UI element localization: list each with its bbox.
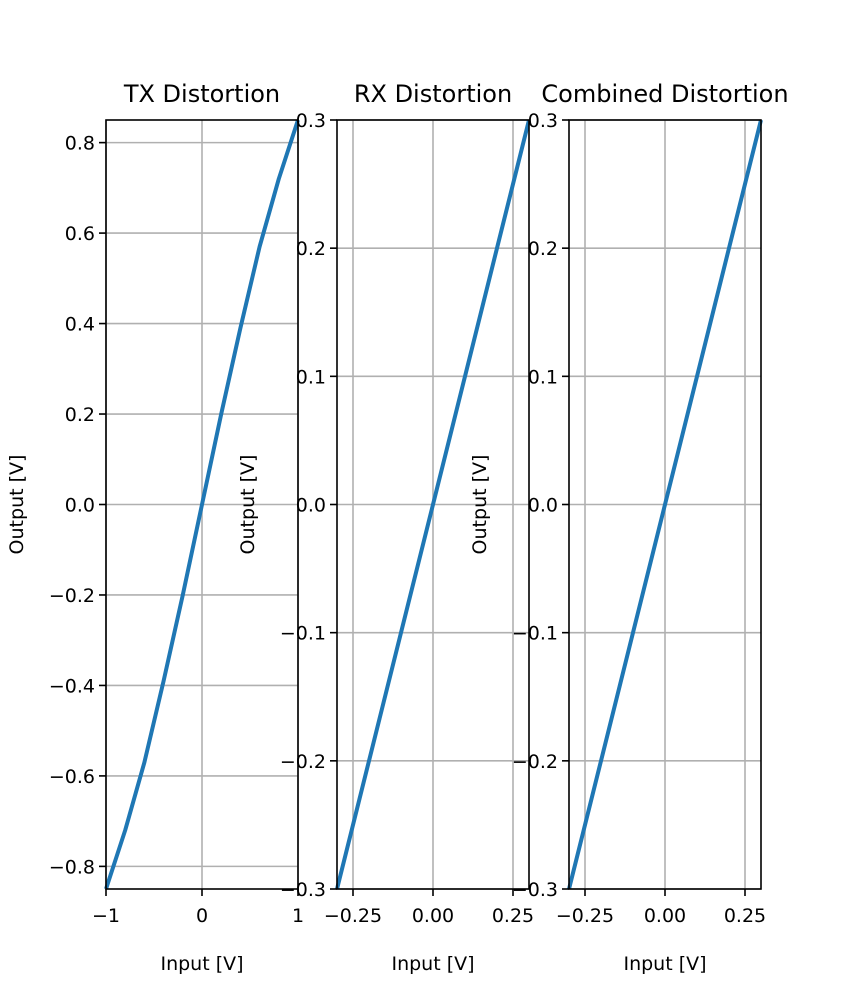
rx-chart-title: RX Distortion <box>354 80 512 108</box>
tx-x-tick-label: −1 <box>92 905 120 927</box>
combined-x-tick-label: 0.00 <box>644 905 686 927</box>
combined-x-axis-title: Input [V] <box>623 953 706 975</box>
tx-y-tick-label: −0.2 <box>49 585 95 607</box>
tx-x-tick-label: 0 <box>196 905 208 927</box>
tx-y-tick-label: 0.4 <box>65 314 95 336</box>
rx-y-tick-label: 0.0 <box>296 495 326 517</box>
tx-x-axis-title: Input [V] <box>160 953 243 975</box>
combined-x-tick-label: 0.25 <box>724 905 766 927</box>
combined-y-tick-label: 0.2 <box>528 238 558 260</box>
rx-y-tick-label: −0.2 <box>280 751 326 773</box>
tx-chart-title: TX Distortion <box>123 80 280 108</box>
tx-y-tick-label: 0.0 <box>65 495 95 517</box>
tx-chart: −1 0 1 −0.8 −0.6 −0.4 −0.2 0.0 0.2 0.4 0.6 0.8 Input… <box>6 80 304 975</box>
rx-y-tick-label: 0.1 <box>296 366 326 388</box>
combined-y-tick-label: −0.1 <box>512 623 558 645</box>
tx-series-line <box>104 119 300 890</box>
combined-y-tick-label: 0.3 <box>528 110 558 132</box>
combined-x-tick-label: −0.25 <box>556 905 614 927</box>
tx-y-tick-label: −0.4 <box>49 675 95 697</box>
rx-x-tick-label: 0.25 <box>492 905 534 927</box>
rx-y-tick-label: −0.3 <box>280 879 326 901</box>
combined-y-tick-label: −0.3 <box>512 879 558 901</box>
rx-x-tick-label: −0.25 <box>324 905 382 927</box>
rx-series-line <box>335 119 531 890</box>
rx-chart: −0.25 0.00 0.25 −0.3 −0.2 −0.1 0.0 0.1 0.2 0.3 Inp… <box>237 80 534 975</box>
rx-y-axis-title: Output [V] <box>237 455 259 555</box>
tx-y-tick-label: −0.8 <box>49 856 95 878</box>
tx-y-axis-title: Output [V] <box>6 455 28 555</box>
combined-y-axis-title: Output [V] <box>469 455 491 555</box>
combined-series-line <box>567 119 763 890</box>
rx-x-tick-label: 0.00 <box>412 905 454 927</box>
tx-y-tick-label: 0.8 <box>65 133 95 155</box>
tx-y-tick-label: 0.6 <box>65 223 95 245</box>
tx-x-tick-label: 1 <box>292 905 304 927</box>
rx-y-tick-label: 0.2 <box>296 238 326 260</box>
tx-y-tick-label: 0.2 <box>65 404 95 426</box>
combined-chart-title: Combined Distortion <box>541 80 788 108</box>
combined-chart: −0.25 0.00 0.25 −0.3 −0.2 −0.1 0.0 0.1 0.2 0.3 Inp… <box>469 80 789 975</box>
rx-y-tick-label: −0.1 <box>280 623 326 645</box>
rx-x-axis-title: Input [V] <box>391 953 474 975</box>
combined-y-tick-label: 0.1 <box>528 366 558 388</box>
combined-y-tick-label: −0.2 <box>512 751 558 773</box>
combined-y-tick-label: 0.0 <box>528 495 558 517</box>
rx-y-tick-label: 0.3 <box>296 110 326 132</box>
tx-y-tick-label: −0.6 <box>49 766 95 788</box>
